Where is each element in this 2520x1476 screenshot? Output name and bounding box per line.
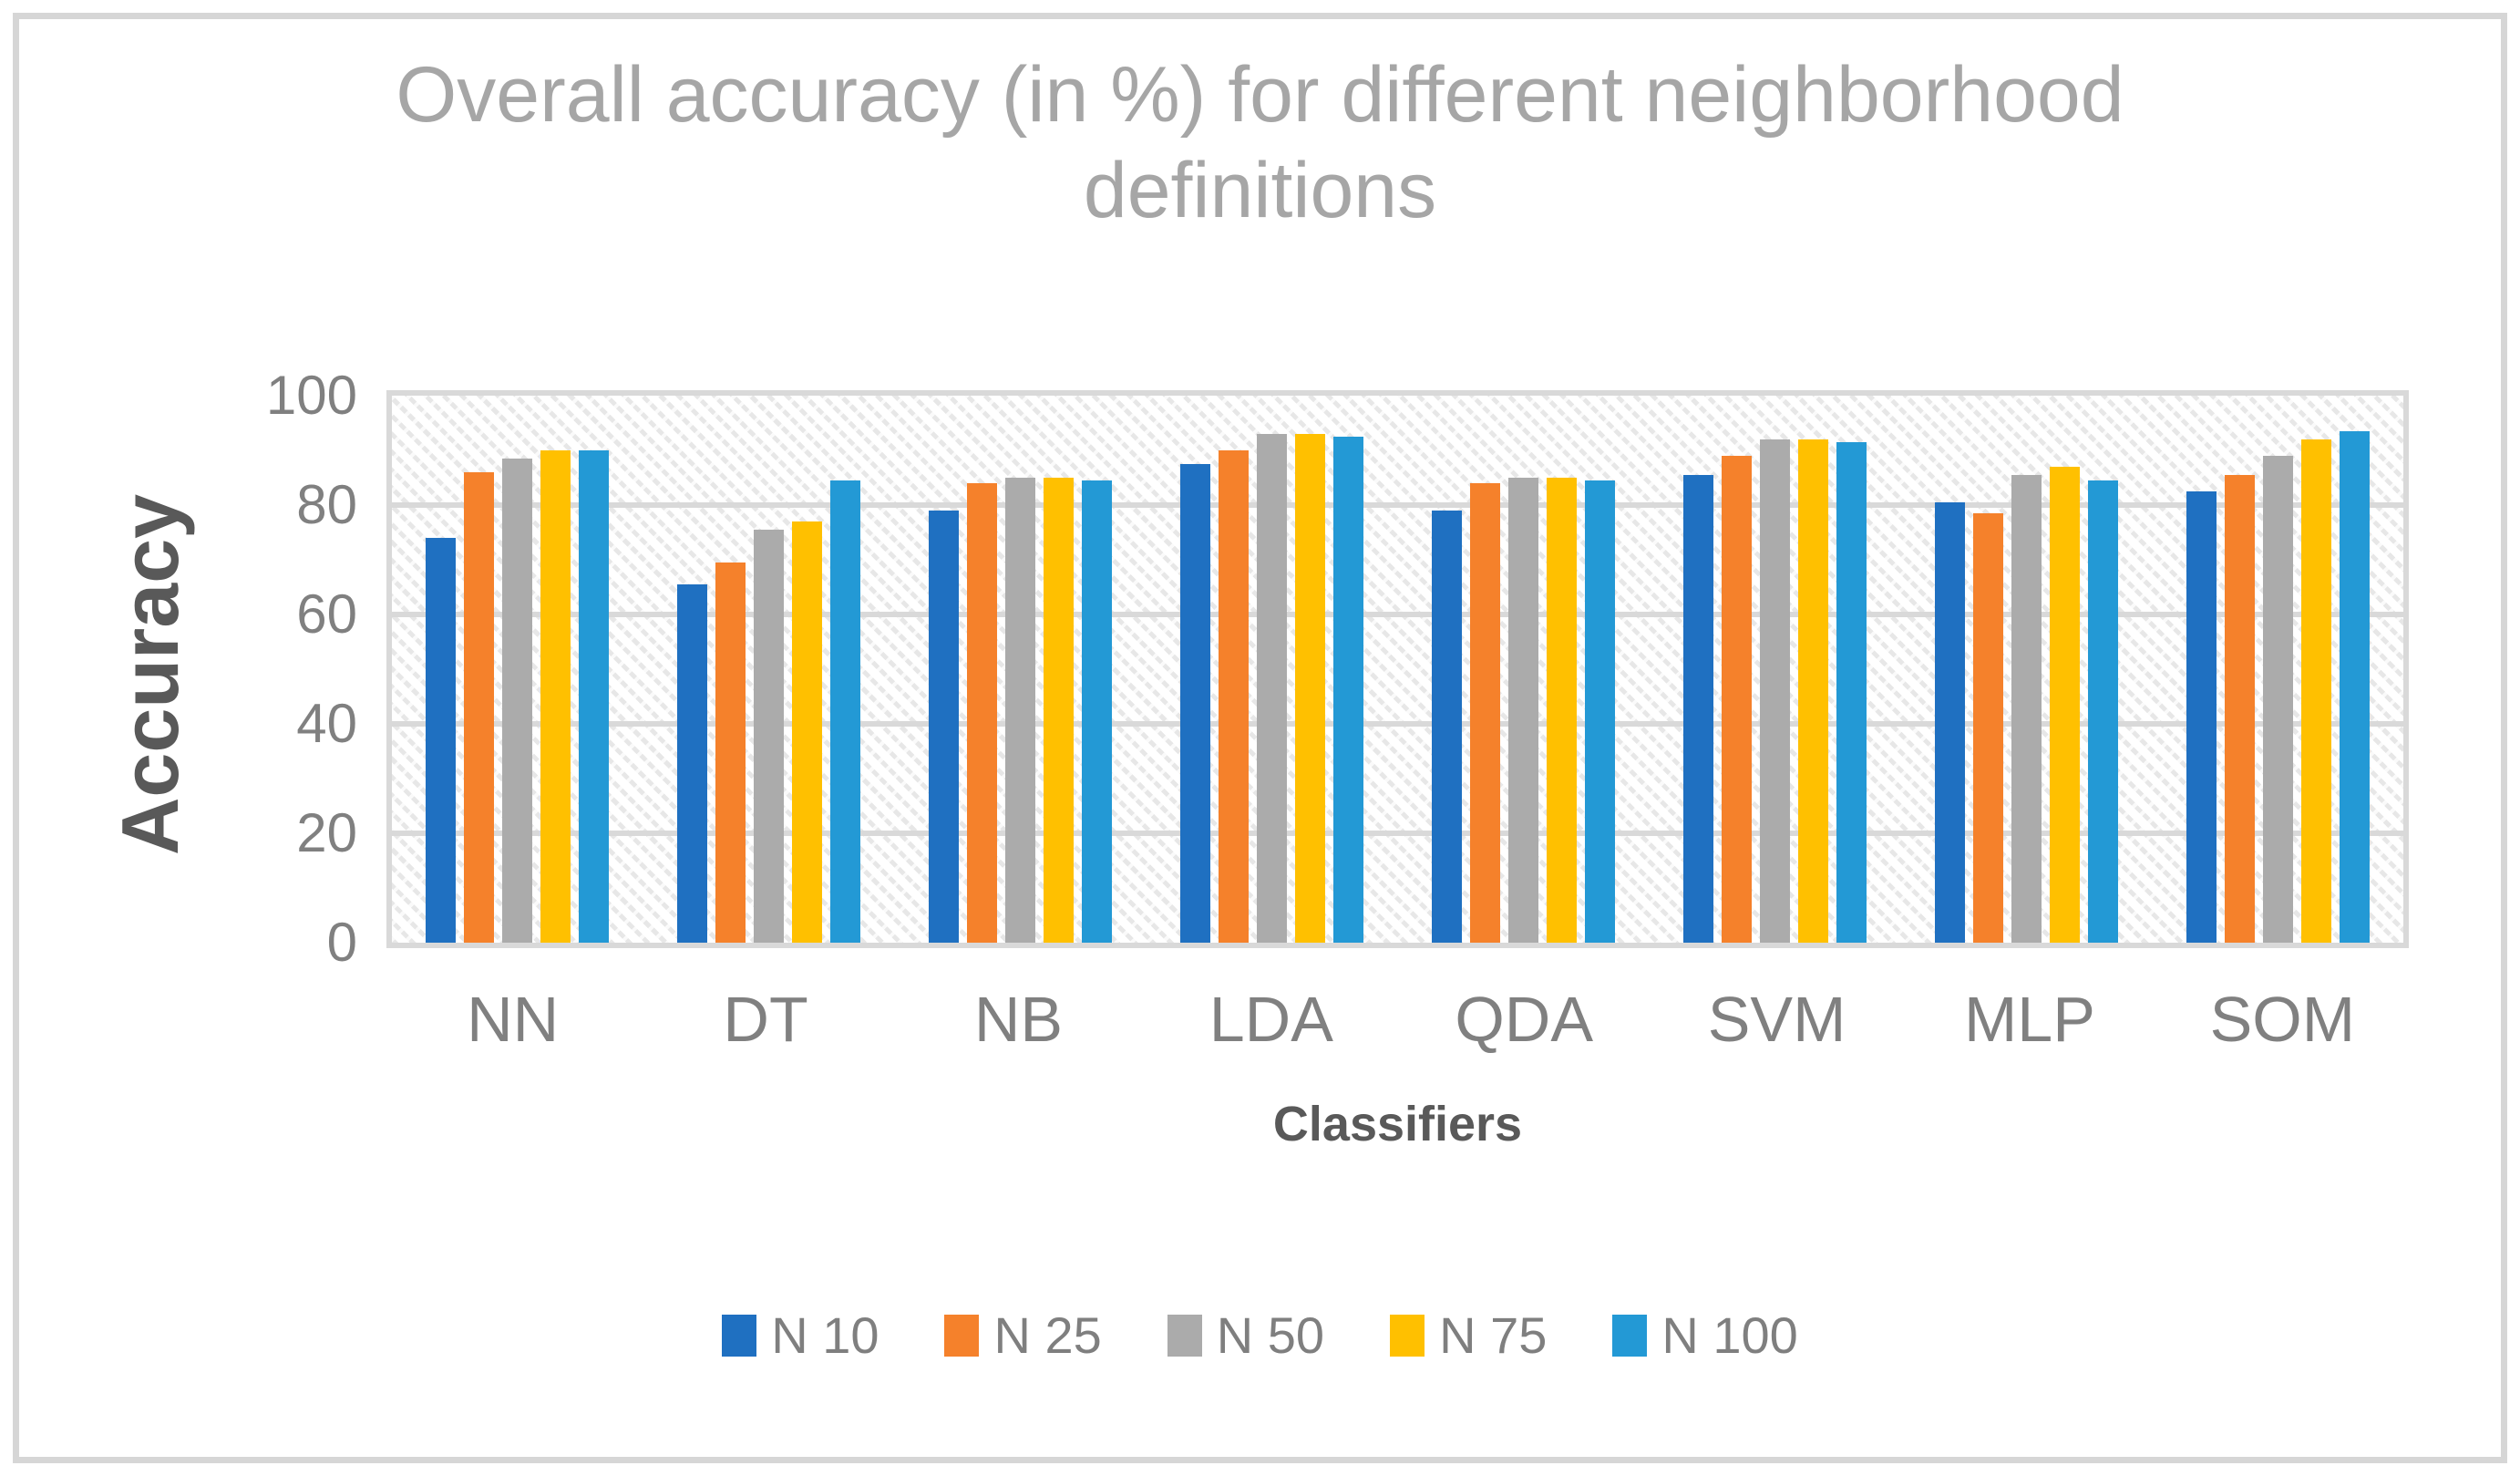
legend-item-n25: N 25 <box>944 1306 1102 1365</box>
y-tick-label-20: 20 <box>296 802 357 863</box>
bar-nn-n50 <box>502 459 533 943</box>
gridline-80 <box>392 502 2403 508</box>
legend-label-n25: N 25 <box>993 1306 1102 1364</box>
bar-group-mlp <box>1900 396 2152 943</box>
legend: N 10 N 25 N 50 N 75 N 100 <box>0 1306 2520 1365</box>
x-tick-label-dt: DT <box>723 984 808 1055</box>
bar-qda-n100 <box>1584 480 1615 943</box>
bar-svm-n100 <box>1836 442 1867 943</box>
bar-nb-n25 <box>967 483 998 943</box>
legend-swatch-n50 <box>1167 1314 1202 1357</box>
bar-som-n25 <box>2224 475 2255 943</box>
legend-swatch-n75 <box>1390 1314 1425 1357</box>
x-tick-label-qda: QDA <box>1455 984 1594 1055</box>
bar-qda-n75 <box>1546 478 1577 943</box>
bar-dt-n100 <box>830 480 861 943</box>
figure-border <box>13 13 2507 1463</box>
bar-nn-n100 <box>579 450 610 943</box>
bar-som-n100 <box>2339 431 2370 943</box>
legend-label-n100: N 100 <box>1661 1306 1798 1364</box>
bar-lda-n50 <box>1257 434 1288 943</box>
bar-nb-n50 <box>1005 478 1036 943</box>
legend-item-n100: N 100 <box>1612 1306 1798 1365</box>
x-tick-label-svm: SVM <box>1707 984 1846 1055</box>
bar-nb-n100 <box>1082 480 1113 943</box>
legend-label-n50: N 50 <box>1216 1306 1325 1364</box>
bar-mlp-n10 <box>1934 502 1965 943</box>
x-tick-label-som: SOM <box>2209 984 2356 1055</box>
legend-swatch-n10 <box>722 1314 757 1357</box>
bar-som-n75 <box>2300 439 2331 943</box>
gridline-20 <box>392 831 2403 836</box>
bar-dt-n25 <box>715 563 746 943</box>
bar-dt-n10 <box>677 584 708 943</box>
bar-nn-n75 <box>540 450 571 943</box>
legend-item-n10: N 10 <box>722 1306 879 1365</box>
y-tick-label-40: 40 <box>296 693 357 754</box>
plot-area <box>386 390 2409 948</box>
bar-group-dt <box>643 396 895 943</box>
bar-groups <box>392 396 2403 943</box>
bar-qda-n50 <box>1507 478 1538 943</box>
x-axis-title: Classifiers <box>1272 1097 1523 1151</box>
gridline-60 <box>392 612 2403 617</box>
y-tick-label-100: 100 <box>265 365 357 426</box>
legend-label-n10: N 10 <box>771 1306 879 1364</box>
bar-lda-n100 <box>1333 437 1364 943</box>
bar-svm-n10 <box>1682 475 1713 943</box>
legend-label-n75: N 75 <box>1439 1306 1548 1364</box>
bar-dt-n50 <box>754 530 785 943</box>
bar-mlp-n100 <box>2087 480 2118 943</box>
bar-mlp-n75 <box>2049 467 2080 943</box>
bar-nn-n10 <box>426 538 457 943</box>
x-axis-ticks: NN DT NB LDA QDA SVM MLP SOM <box>386 983 2409 1056</box>
bar-mlp-n50 <box>2011 475 2042 943</box>
legend-swatch-n25 <box>944 1314 980 1357</box>
legend-swatch-n100 <box>1612 1314 1648 1357</box>
chart-title: Overall accuracy (in %) for different ne… <box>396 51 2124 234</box>
bar-nn-n25 <box>464 472 495 943</box>
bar-mlp-n25 <box>1972 513 2003 943</box>
y-tick-label-0: 0 <box>326 912 357 973</box>
bar-group-svm <box>1649 396 1900 943</box>
x-tick-label-lda: LDA <box>1209 984 1333 1055</box>
bar-group-nb <box>895 396 1147 943</box>
bar-nb-n75 <box>1044 478 1075 943</box>
bar-qda-n25 <box>1469 483 1500 943</box>
bar-som-n10 <box>2186 491 2217 943</box>
bar-lda-n75 <box>1295 434 1326 943</box>
bar-qda-n10 <box>1431 511 1462 943</box>
legend-item-n50: N 50 <box>1167 1306 1324 1365</box>
bar-group-qda <box>1398 396 1650 943</box>
bar-svm-n75 <box>1797 439 1828 943</box>
bar-som-n50 <box>2262 456 2293 943</box>
legend-item-n75: N 75 <box>1390 1306 1547 1365</box>
x-tick-label-nn: NN <box>467 984 560 1055</box>
bar-svm-n25 <box>1721 456 1752 943</box>
bar-group-nn <box>392 396 643 943</box>
bar-group-lda <box>1147 396 1398 943</box>
y-tick-label-60: 60 <box>296 583 357 645</box>
bar-lda-n25 <box>1219 450 1250 943</box>
bar-svm-n50 <box>1759 439 1790 943</box>
bar-lda-n10 <box>1180 464 1211 943</box>
y-tick-label-80: 80 <box>296 474 357 535</box>
bar-nb-n10 <box>929 511 960 943</box>
x-tick-label-mlp: MLP <box>1963 984 2095 1055</box>
y-axis-title: Accuracy <box>105 493 195 856</box>
bar-dt-n75 <box>792 521 823 943</box>
bar-group-som <box>2152 396 2403 943</box>
gridline-40 <box>392 721 2403 727</box>
x-tick-label-nb: NB <box>973 984 1064 1055</box>
